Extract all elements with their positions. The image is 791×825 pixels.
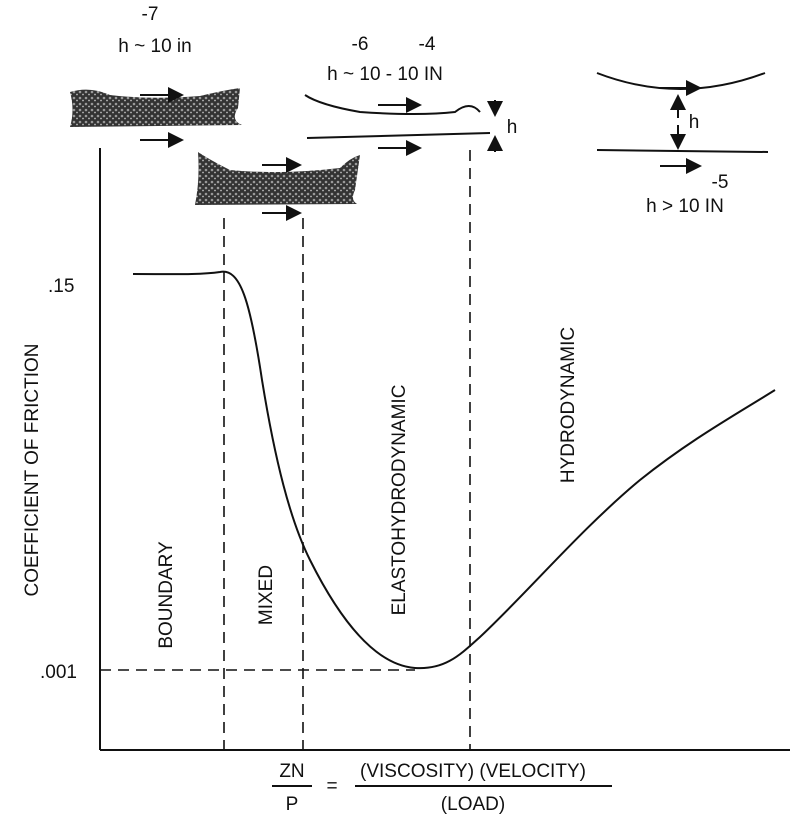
y-axis-label: COEFFICIENT OF FRICTION <box>22 344 43 597</box>
upper-surface <box>304 94 481 115</box>
regime-label: ELASTOHYDRODYNAMIC <box>389 385 410 616</box>
mixed-surfaces <box>195 152 360 205</box>
y-tick-label: .15 <box>48 276 74 297</box>
gap-label: h <box>689 112 700 133</box>
film-label: h ~ 10 - 10 IN <box>327 64 443 85</box>
definition-denominator: (LOAD) <box>441 794 505 815</box>
regime-label: MIXED <box>256 565 277 625</box>
boundary-surfaces <box>70 88 242 127</box>
lower-surface <box>596 149 769 153</box>
y-tick-label: .001 <box>40 662 77 683</box>
equals: = <box>326 776 337 797</box>
regime-label: HYDRODYNAMIC <box>558 327 579 483</box>
upper-surface <box>596 72 766 90</box>
x-label-denominator: P <box>286 794 299 815</box>
definition-numerator: (VISCOSITY) (VELOCITY) <box>360 761 586 782</box>
x-label-numerator: ZN <box>279 761 304 782</box>
exponent: -7 <box>142 4 159 25</box>
exponent: -4 <box>419 34 436 55</box>
lower-surface <box>306 132 491 139</box>
friction-curve <box>132 270 776 670</box>
exponent: -5 <box>712 172 729 193</box>
film-label: h ~ 10 in <box>118 36 191 57</box>
gap-label: h <box>507 117 518 138</box>
exponent: -6 <box>352 34 369 55</box>
film-label: h > 10 IN <box>646 196 724 217</box>
regime-label: BOUNDARY <box>156 541 177 649</box>
